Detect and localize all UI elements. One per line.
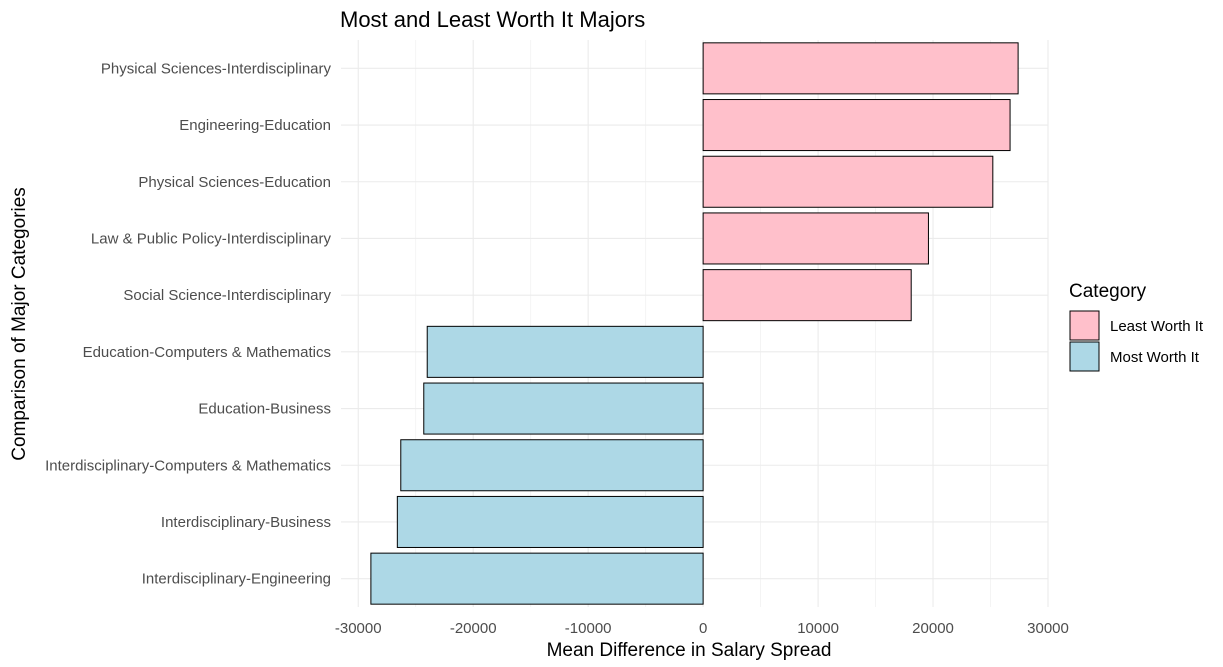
x-tick-label: -30000 (335, 620, 382, 637)
bar (370, 552, 704, 605)
y-tick-label: Social Science-Interdisciplinary (123, 287, 331, 304)
y-tick-label: Education-Computers & Mathematics (83, 344, 331, 361)
bar-layer (370, 42, 1019, 605)
y-tick-label: Interdisciplinary-Business (161, 514, 331, 531)
bar (423, 382, 704, 435)
y-tick-label: Interdisciplinary-Engineering (142, 571, 331, 588)
y-tick-label: Interdisciplinary-Computers & Mathematic… (45, 457, 331, 474)
legend-swatch (1069, 310, 1100, 341)
x-axis-title: Mean Difference in Salary Spread (547, 640, 832, 661)
x-tick-label: 20000 (912, 620, 954, 637)
bar (702, 155, 994, 208)
bar (702, 212, 929, 265)
x-tick-label: 0 (699, 620, 707, 637)
legend: Category Least Worth It Most Worth It (1069, 281, 1204, 372)
x-tick-labels: -30000 -20000 -10000 0 10000 20000 30000 (335, 620, 1069, 637)
bar (396, 495, 704, 548)
x-tick-label: -20000 (450, 620, 497, 637)
bar (400, 439, 704, 492)
legend-swatch (1069, 341, 1100, 372)
y-tick-label: Education-Business (198, 401, 331, 418)
legend-title: Category (1069, 281, 1147, 302)
legend-label: Most Worth It (1110, 349, 1200, 366)
y-tick-label: Law & Public Policy-Interdisciplinary (91, 230, 332, 247)
legend-label: Least Worth It (1110, 318, 1204, 335)
legend-items: Least Worth It Most Worth It (1069, 310, 1204, 372)
y-tick-label: Physical Sciences-Education (138, 174, 331, 191)
y-axis-title: Comparison of Major Categories (9, 187, 30, 461)
bar (426, 325, 704, 378)
x-tick-label: 10000 (797, 620, 839, 637)
bar (702, 99, 1011, 152)
y-tick-label: Engineering-Education (179, 117, 331, 134)
x-tick-label: 30000 (1027, 620, 1069, 637)
bar (702, 269, 912, 322)
y-tick-labels: Physical Sciences-Interdisciplinary Engin… (45, 60, 331, 587)
chart-title: Most and Least Worth It Majors (340, 7, 645, 32)
x-tick-label: -10000 (565, 620, 612, 637)
bar (702, 42, 1019, 95)
y-tick-label: Physical Sciences-Interdisciplinary (101, 60, 332, 77)
